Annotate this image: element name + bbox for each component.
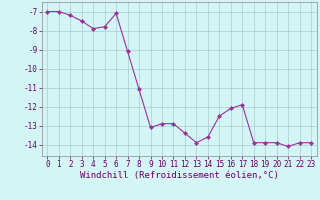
X-axis label: Windchill (Refroidissement éolien,°C): Windchill (Refroidissement éolien,°C) — [80, 171, 279, 180]
